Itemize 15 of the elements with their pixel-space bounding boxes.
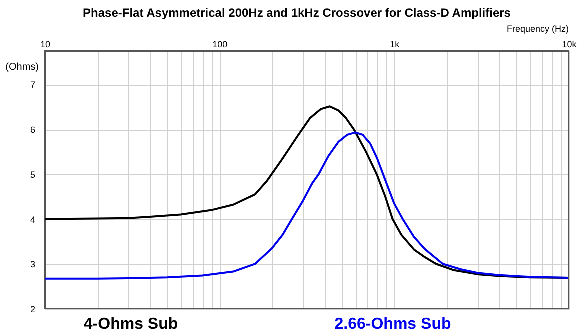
- x-tick-label: 10k: [562, 40, 578, 50]
- text: 2.66-Ohms Sub: [334, 316, 452, 333]
- text: 4-Ohms Sub: [84, 316, 178, 333]
- y-tick-label: 4: [30, 214, 36, 225]
- chart-title: Phase-Flat Asymmetrical 200Hz and 1kHz Crossover for Class-D Amplifiers: [83, 6, 512, 20]
- x-tick-label: 10: [40, 40, 51, 50]
- y-tick-label: 2: [30, 304, 36, 314]
- x-tick-label: 1k: [390, 40, 400, 50]
- y-tick-label: 5: [30, 170, 36, 180]
- y-tick-label: 7: [30, 80, 36, 90]
- y-tick-label: 3: [30, 260, 36, 270]
- y-axis-title: (Ohms): [6, 62, 39, 73]
- y-tick-label: 6: [30, 125, 36, 136]
- x-tick-label: 100: [212, 40, 228, 50]
- x-axis-title: Frequency (Hz): [506, 24, 570, 34]
